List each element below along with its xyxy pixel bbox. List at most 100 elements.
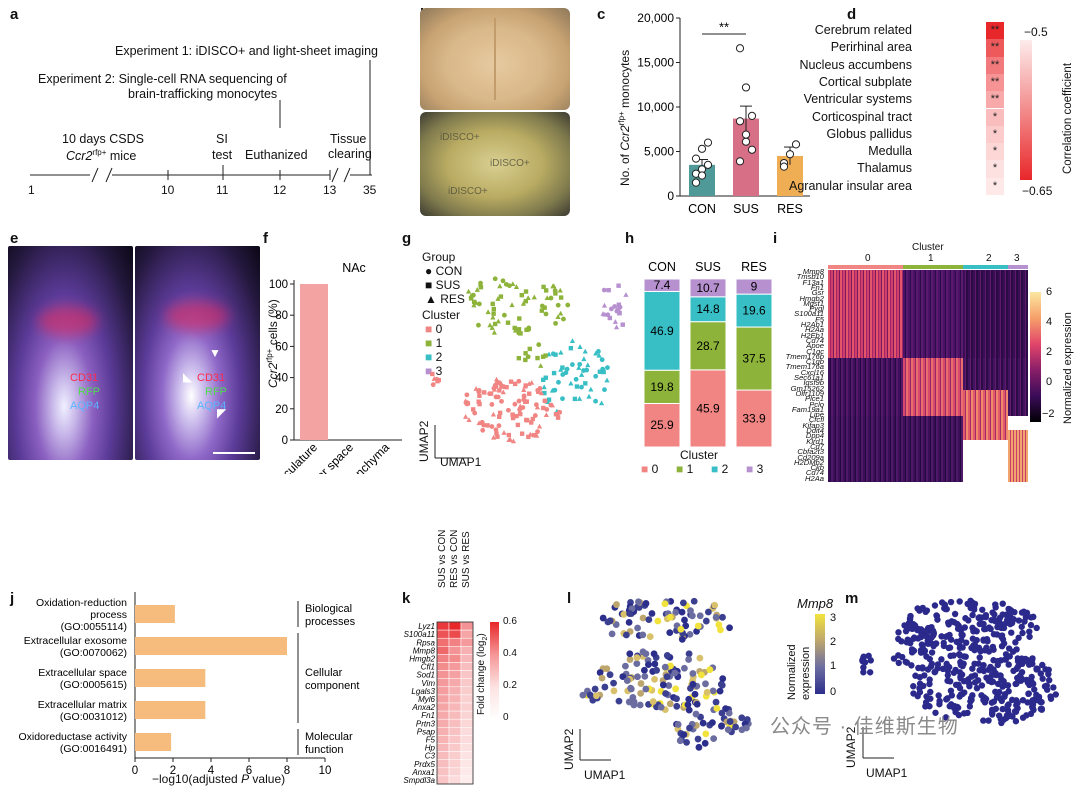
- umap-m-point: [928, 649, 936, 656]
- umap-m-point: [987, 663, 994, 671]
- umap-g-point: [507, 283, 512, 289]
- umap-m-point: [968, 673, 975, 680]
- chart-h-segment-label: 14.8: [696, 302, 720, 316]
- correlation-region-label: Agranular insular area: [789, 178, 912, 193]
- heatmap-k-cell: [460, 727, 474, 736]
- umap-l-point: [724, 726, 732, 734]
- umap-m-point: [903, 639, 910, 646]
- heatmap-i-gene-label: Gm15262: [790, 383, 824, 393]
- experiment1-label: Experiment 1: iDISCO+ and light-sheet im…: [115, 44, 378, 58]
- correlation-row: Cerebrum related: [815, 22, 1010, 39]
- umap-l-point: [686, 630, 694, 638]
- umap-m-point: [919, 604, 926, 612]
- cd31-signal-left: [38, 306, 98, 336]
- umap-g-point: [493, 394, 499, 400]
- heatmap-k-cell: [460, 775, 474, 785]
- chart-c-category-label: SUS: [733, 202, 759, 216]
- heatmap-i-gene-label: Kifap3: [802, 420, 824, 430]
- chart-j-term-label: (GO:0070062): [60, 647, 127, 659]
- heatmap-k-cell: [448, 718, 462, 728]
- umap-l-point: [634, 624, 641, 632]
- umap-g-point: [553, 320, 558, 326]
- umap-l-point: [606, 617, 614, 625]
- chart-c-ytick-label: 0: [667, 189, 674, 203]
- chart-h-segment-label: 45.9: [696, 401, 720, 415]
- heatmap-k-gene-label: Mmp8: [413, 646, 436, 655]
- umap-m-point: [980, 661, 987, 669]
- umap-m-point: [951, 703, 958, 710]
- umap-m-point: [1005, 688, 1012, 695]
- idisco-stamp-2: iDISCO+: [490, 158, 530, 169]
- tick-label-1: 1: [28, 183, 35, 197]
- umap-m-point: [938, 656, 945, 663]
- umap-g-point: [515, 422, 521, 428]
- umap-g-point: [539, 308, 545, 313]
- umap-l-point: [686, 724, 693, 732]
- umap-m-point: [922, 703, 929, 710]
- correlation-cell: *: [986, 143, 1004, 161]
- heatmap-i-gene-label: Mmp8: [802, 267, 824, 276]
- umap-m-point: [945, 663, 953, 671]
- umap-m-point: [928, 660, 936, 668]
- umap-l-point: [693, 627, 700, 635]
- chart-h-legend-item: ■ 1: [676, 462, 693, 476]
- umap-m-point: [1037, 698, 1044, 706]
- heatmap-i-gene-label: Cd7: [810, 441, 824, 451]
- umap-g-point: [480, 427, 486, 433]
- umap-g-point: [565, 302, 571, 308]
- umap-g-point: [593, 398, 598, 404]
- umap-m-point: [1037, 670, 1045, 677]
- umap-g-point: [434, 376, 440, 382]
- cluster-legend-2: ■ 2: [425, 350, 443, 364]
- correlation-cell: **: [986, 39, 1004, 57]
- heat-block-c1-mid: [903, 358, 963, 416]
- umap-l-point: [651, 675, 658, 683]
- chart-h-segment: [689, 278, 727, 298]
- umap-m-point: [980, 637, 987, 644]
- correlation-heatmap: Cerebrum related ** Perirhinal area ** Nucle…: [789, 22, 1080, 198]
- umap-m-point: [898, 638, 905, 645]
- colorbar-l-tick-2: 2: [830, 636, 837, 648]
- heatmap-i-gene-label: F13a1: [802, 277, 824, 287]
- heatmap-k-cell: [460, 670, 474, 679]
- heat-block-c0-mid: [828, 358, 903, 416]
- umap-m-point: [1030, 613, 1037, 621]
- umap-g-point: [605, 365, 610, 371]
- umap-g-point: [568, 345, 574, 351]
- umap-m-point: [997, 620, 1004, 627]
- umap-m-point: [1031, 686, 1038, 693]
- chart-f-ytick-label: 0: [282, 435, 288, 447]
- heatmap-i-gene-label: Tmsb10: [796, 272, 824, 282]
- chart-h-category-label: RES: [741, 260, 767, 274]
- heatmap-i-gene-label: Cd74: [805, 335, 824, 345]
- umap-l-point: [726, 624, 733, 632]
- chart-j-xtick-label: 2: [170, 765, 176, 777]
- umap-l-point: [689, 670, 697, 677]
- umap-l-point: [610, 687, 618, 695]
- umap-g-point: [512, 381, 518, 387]
- umap-l-point: [673, 702, 681, 710]
- umap-l-point: [710, 735, 718, 743]
- umap-l-point: [718, 722, 725, 730]
- umap-g-point: [510, 438, 517, 444]
- umap-m-point: [963, 639, 970, 646]
- umap-m-point: [1022, 655, 1029, 663]
- heatmap-k-cell: [460, 710, 474, 720]
- umap-m-point: [860, 664, 867, 671]
- heatmap-k-gene-label: Smpdl3a: [403, 776, 435, 785]
- heatmap-k-cell: [436, 637, 450, 647]
- umap-l-point: [685, 706, 693, 714]
- umap-l-point: [694, 735, 702, 743]
- umap-g-point: [463, 398, 469, 404]
- umap-g-point: [553, 291, 558, 296]
- umap-g-point: [509, 302, 515, 308]
- umap-g-point: [582, 348, 588, 354]
- umap-m-point: [969, 611, 976, 619]
- umap-m-point: [910, 690, 917, 697]
- umap-g-point: [491, 311, 496, 316]
- panel-letter-m: m: [845, 590, 859, 607]
- umap-m-point: [1005, 701, 1012, 708]
- csds-label-line1: 10 days CSDS: [62, 132, 144, 146]
- correlation-cell: **: [986, 22, 1004, 40]
- heatmap-i-cluster-3: 3: [1014, 253, 1020, 264]
